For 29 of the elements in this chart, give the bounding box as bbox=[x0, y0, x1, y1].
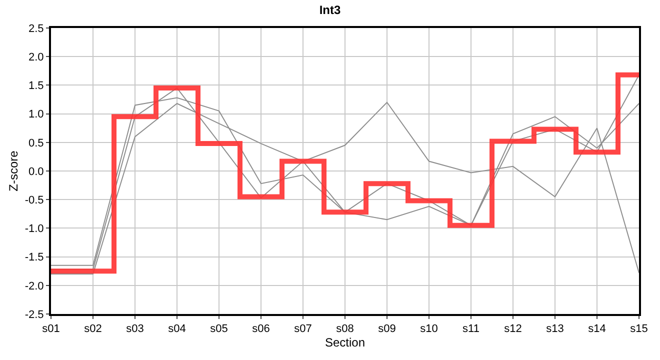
y-tick-label: -1.5 bbox=[24, 252, 44, 264]
x-tick-label: s08 bbox=[336, 323, 354, 336]
x-tick-label: s04 bbox=[168, 323, 186, 336]
y-tick-label: 0.0 bbox=[28, 166, 44, 178]
y-tick-label: -2.0 bbox=[24, 280, 44, 292]
x-tick-label: s12 bbox=[504, 323, 522, 336]
y-tick-label: 2.0 bbox=[28, 51, 44, 64]
x-tick-label: s09 bbox=[378, 323, 396, 336]
y-tick-label: 2.5 bbox=[28, 22, 44, 35]
x-axis-title: Section bbox=[324, 336, 366, 350]
x-tick-label: s06 bbox=[252, 323, 270, 336]
x-tick-label: s02 bbox=[84, 323, 102, 336]
y-tick-label: -0.5 bbox=[24, 194, 44, 206]
x-tick-label: s07 bbox=[294, 323, 312, 336]
y-axis-title: Z-score bbox=[6, 150, 21, 192]
y-tick-label: 1.5 bbox=[28, 80, 44, 92]
x-tick-label: s10 bbox=[420, 323, 438, 336]
x-tick-label: s05 bbox=[210, 323, 228, 336]
x-tick-label: s11 bbox=[462, 323, 480, 336]
y-tick-label: -1.0 bbox=[24, 223, 44, 236]
x-tick-label: s03 bbox=[126, 323, 144, 336]
y-tick-label: 1.0 bbox=[28, 108, 44, 121]
chart-title: Int3 bbox=[319, 2, 341, 17]
y-tick-label: -2.5 bbox=[24, 308, 44, 321]
y-tick-label: 0.5 bbox=[28, 137, 44, 150]
x-tick-label: s01 bbox=[42, 323, 60, 336]
x-tick-label: s14 bbox=[588, 323, 606, 336]
x-tick-label: s13 bbox=[546, 323, 564, 336]
x-tick-label: s15 bbox=[630, 323, 648, 336]
